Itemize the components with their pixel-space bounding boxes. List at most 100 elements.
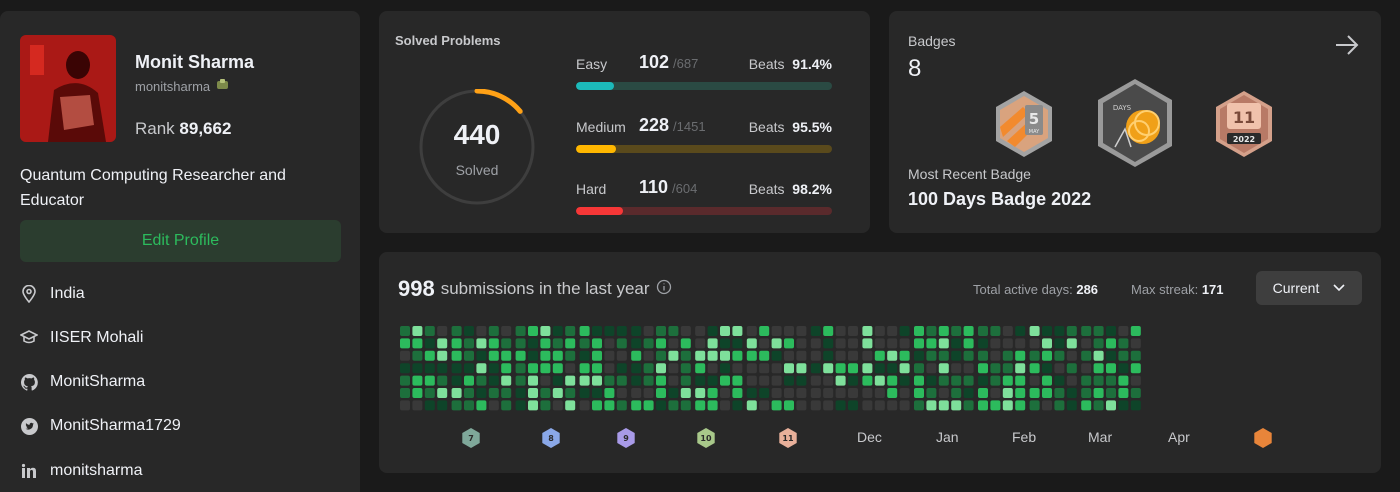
heatmap-cell[interactable] [451, 338, 462, 349]
heatmap-cell[interactable] [464, 326, 474, 336]
heatmap-cell[interactable] [592, 338, 602, 349]
heatmap-cell[interactable] [515, 363, 526, 374]
heatmap-cell[interactable] [476, 338, 487, 349]
heatmap-cell[interactable] [1106, 338, 1116, 349]
may-badge-icon[interactable]: 5 MAY [993, 89, 1055, 159]
heatmap-cell[interactable] [978, 400, 988, 411]
heatmap-cell[interactable] [1002, 363, 1013, 374]
heatmap-cell[interactable] [887, 400, 898, 411]
heatmap-cell[interactable] [1002, 400, 1013, 411]
heatmap-cell[interactable] [835, 363, 846, 374]
heatmap-cell[interactable] [680, 400, 691, 411]
heatmap-cell[interactable] [938, 388, 949, 398]
heatmap-cell[interactable] [1081, 338, 1092, 349]
heatmap-cell[interactable] [887, 326, 898, 336]
heatmap-cell[interactable] [1066, 363, 1077, 374]
heatmap-cell[interactable] [1042, 400, 1052, 411]
heatmap-cell[interactable] [565, 326, 576, 336]
heatmap-cell[interactable] [616, 388, 627, 398]
heatmap-cell[interactable] [424, 338, 435, 349]
heatmap-cell[interactable] [810, 388, 821, 398]
edit-profile-button[interactable]: Edit Profile [20, 220, 341, 262]
heatmap-cell[interactable] [488, 388, 499, 398]
heatmap-cell[interactable] [1093, 375, 1104, 386]
heatmap-cell[interactable] [1130, 375, 1141, 386]
heatmap-cell[interactable] [1054, 388, 1065, 398]
heatmap-cell[interactable] [668, 350, 679, 361]
heatmap-cell[interactable] [848, 350, 858, 361]
heatmap-cell[interactable] [656, 350, 666, 361]
heatmap-cell[interactable] [437, 338, 448, 349]
heatmap-cell[interactable] [862, 388, 873, 398]
heatmap-cell[interactable] [451, 363, 462, 374]
heatmap-cell[interactable] [488, 363, 499, 374]
heatmap-cell[interactable] [680, 350, 691, 361]
heatmap-cell[interactable] [874, 338, 885, 349]
heatmap-cell[interactable] [400, 363, 410, 374]
heatmap-cell[interactable] [515, 400, 526, 411]
heatmap-cell[interactable] [1093, 363, 1104, 374]
heatmap-cell[interactable] [938, 338, 949, 349]
heatmap-cell[interactable] [540, 375, 551, 386]
heatmap-cell[interactable] [990, 388, 1001, 398]
heatmap-cell[interactable] [1015, 400, 1026, 411]
heatmap-cell[interactable] [963, 375, 974, 386]
heatmap-cell[interactable] [656, 338, 666, 349]
heatmap-cell[interactable] [796, 363, 807, 374]
heatmap-cell[interactable] [914, 350, 924, 361]
heatmap-cell[interactable] [796, 400, 807, 411]
heatmap-cell[interactable] [400, 350, 410, 361]
heatmap-cell[interactable] [515, 326, 526, 336]
heatmap-cell[interactable] [604, 350, 615, 361]
heatmap-cell[interactable] [707, 388, 718, 398]
heatmap-cell[interactable] [759, 400, 770, 411]
heatmap-cell[interactable] [1029, 388, 1040, 398]
heatmap-cell[interactable] [424, 326, 435, 336]
heatmap-cell[interactable] [656, 388, 666, 398]
heatmap-cell[interactable] [1130, 388, 1141, 398]
heatmap-cell[interactable] [862, 400, 873, 411]
heatmap-cell[interactable] [1106, 350, 1116, 361]
heatmap-cell[interactable] [1081, 388, 1092, 398]
heatmap-cell[interactable] [1118, 350, 1129, 361]
heatmap-cell[interactable] [1042, 326, 1052, 336]
heatmap-cell[interactable] [528, 375, 538, 386]
heatmap-cell[interactable] [1029, 338, 1040, 349]
heatmap-cell[interactable] [1015, 326, 1026, 336]
heatmap-cell[interactable] [488, 350, 499, 361]
heatmap-cell[interactable] [1130, 338, 1141, 349]
heatmap-cell[interactable] [887, 375, 898, 386]
heatmap-cell[interactable] [604, 326, 615, 336]
heatmap-cell[interactable] [695, 388, 706, 398]
heatmap-cell[interactable] [874, 400, 885, 411]
heatmap-cell[interactable] [552, 363, 563, 374]
heatmap-cell[interactable] [680, 388, 691, 398]
heatmap-cell[interactable] [501, 350, 512, 361]
heatmap-cell[interactable] [476, 400, 487, 411]
heatmap-cell[interactable] [720, 350, 730, 361]
heatmap-cell[interactable] [668, 400, 679, 411]
heatmap-cell[interactable] [784, 400, 794, 411]
heatmap-cell[interactable] [552, 388, 563, 398]
heatmap-cell[interactable] [540, 363, 551, 374]
heatmap-cell[interactable] [810, 350, 821, 361]
heatmap-cell[interactable] [680, 375, 691, 386]
heatmap-cell[interactable] [926, 338, 937, 349]
heatmap-cell[interactable] [565, 388, 576, 398]
heatmap-cell[interactable] [631, 326, 642, 336]
heatmap-cell[interactable] [424, 363, 435, 374]
heatmap-cell[interactable] [412, 375, 423, 386]
heatmap-cell[interactable] [1015, 338, 1026, 349]
heatmap-cell[interactable] [1118, 375, 1129, 386]
heatmap-cell[interactable] [887, 363, 898, 374]
heatmap-cell[interactable] [1106, 326, 1116, 336]
heatmap-cell[interactable] [848, 363, 858, 374]
heatmap-cell[interactable] [1118, 363, 1129, 374]
heatmap-cell[interactable] [592, 363, 602, 374]
heatmap-cell[interactable] [451, 350, 462, 361]
heatmap-cell[interactable] [899, 375, 910, 386]
heatmap-cell[interactable] [707, 363, 718, 374]
heatmap-cell[interactable] [732, 388, 743, 398]
heatmap-cell[interactable] [540, 388, 551, 398]
heatmap-cell[interactable] [1066, 400, 1077, 411]
